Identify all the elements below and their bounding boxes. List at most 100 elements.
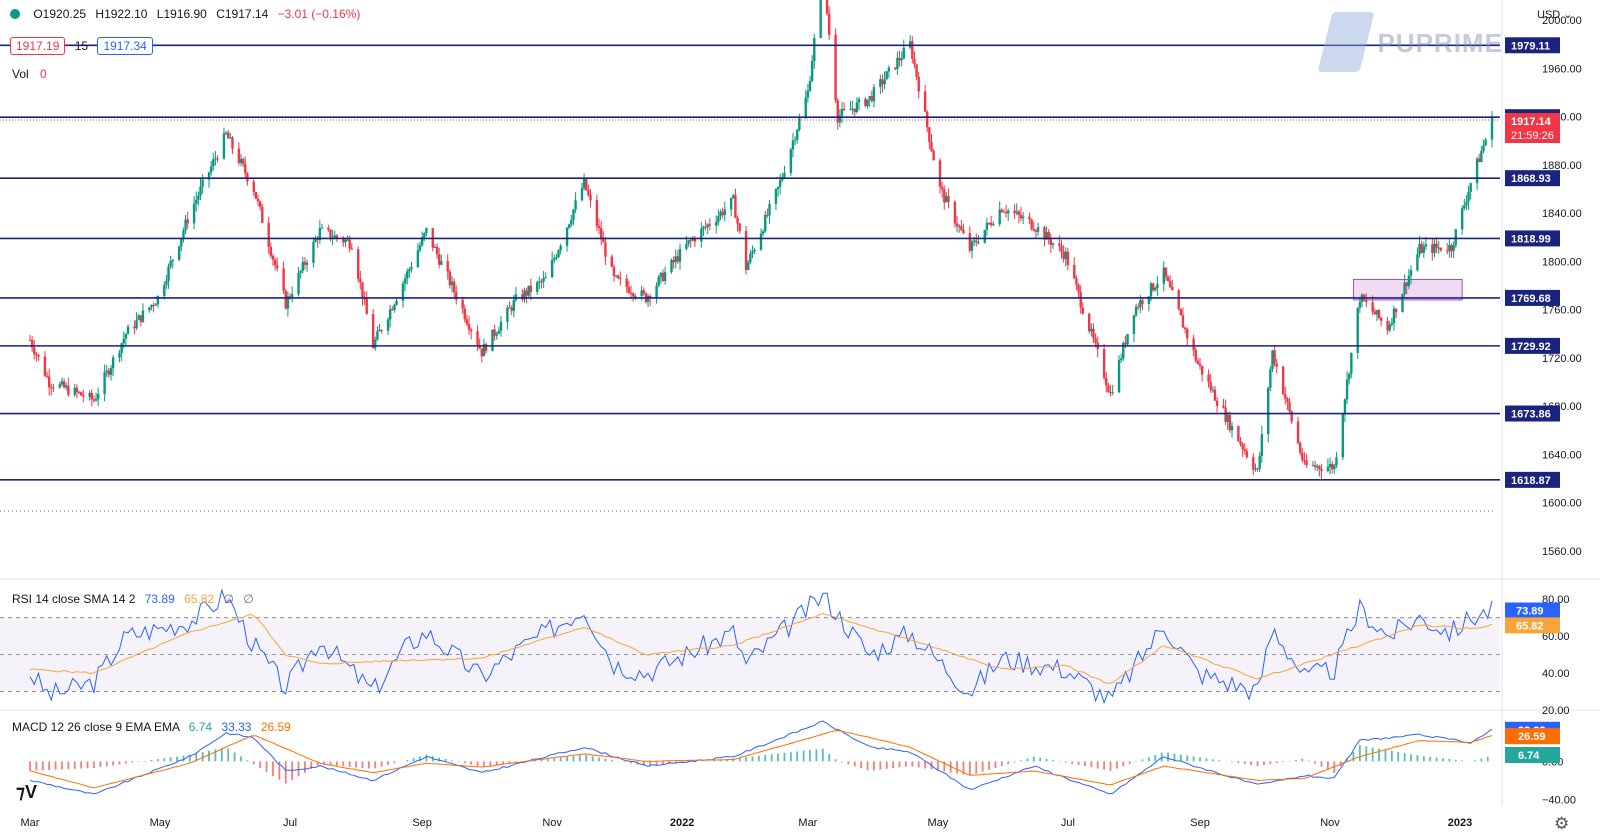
candle-body <box>962 230 965 234</box>
candle-body <box>222 133 226 159</box>
macd-histogram-bar <box>125 761 127 764</box>
macd-histogram-bar <box>259 761 262 769</box>
level-tag-bg <box>1505 337 1560 354</box>
gear-icon[interactable]: ⚙ <box>1554 814 1570 833</box>
candle-body <box>1475 158 1479 184</box>
macd-histogram-bar <box>559 757 562 762</box>
candle-body <box>440 261 443 265</box>
candle-body <box>1092 328 1095 339</box>
macd-histogram-bar <box>220 748 223 762</box>
macd-histogram-bar <box>1141 759 1144 762</box>
macd-histogram-bar <box>1454 759 1457 762</box>
candle-body <box>1452 245 1455 252</box>
candle-body <box>303 261 307 265</box>
candle-body <box>156 296 160 305</box>
candle-body <box>1420 244 1423 253</box>
tradingview-logo-icon <box>10 9 20 19</box>
macd-histogram-bar <box>809 750 811 762</box>
candle-body <box>768 203 771 216</box>
macd-histogram-bar <box>936 761 939 771</box>
macd-histogram-bar <box>1442 758 1444 762</box>
currency-selector[interactable]: USD ⌄ <box>1537 8 1573 21</box>
macd-histogram-bar <box>1173 753 1176 762</box>
candle-body <box>216 158 219 160</box>
candle-body <box>1102 349 1106 378</box>
macd-histogram-bar <box>233 752 236 762</box>
macd-histogram-bar <box>1077 761 1080 765</box>
rsi-ma-value: 65.82 <box>184 592 215 606</box>
candle-body <box>1079 291 1082 308</box>
candle-body <box>1478 158 1481 162</box>
candle-body <box>418 245 422 251</box>
candle-body <box>646 296 650 303</box>
candle-body <box>1267 387 1270 435</box>
time-tick-label: Jul <box>1061 817 1075 829</box>
candle-body <box>1375 310 1379 315</box>
candle-body <box>717 216 720 222</box>
candle-body <box>388 309 392 320</box>
candle-body <box>237 148 241 163</box>
price-tick-label: 1960.00 <box>1542 63 1582 75</box>
candle-body <box>789 149 793 174</box>
macd-histogram-bar <box>1307 760 1310 762</box>
level-tag-text: 1618.87 <box>1511 475 1551 487</box>
candle-body <box>574 200 577 210</box>
macd-histogram-bar <box>860 761 863 769</box>
macd-histogram-bar <box>1243 761 1246 765</box>
macd-histogram-bar <box>438 757 441 762</box>
candle-body <box>1348 373 1351 380</box>
candle-body <box>838 115 842 123</box>
candle-body <box>1119 358 1123 361</box>
candle-body <box>602 239 605 243</box>
candle-body <box>1075 278 1078 285</box>
macd-histogram-bar <box>1397 751 1400 762</box>
macd-histogram-bar <box>470 761 473 765</box>
level-tag-text: 1769.68 <box>1511 293 1551 305</box>
macd-histogram-bar <box>105 761 108 767</box>
candle-body <box>1290 411 1293 422</box>
sell-price-button[interactable]: 1917.19 <box>10 37 66 55</box>
candle-body <box>738 223 741 232</box>
macd-title: MACD 12 26 close 9 EMA EMA <box>12 720 180 734</box>
candle-body <box>766 214 769 216</box>
candle-body <box>691 238 695 241</box>
candle-body <box>423 233 426 238</box>
candle-body <box>446 261 449 272</box>
candle-body <box>269 246 273 256</box>
macd-histogram-bar <box>54 761 57 770</box>
macd-histogram-bar <box>1020 760 1022 762</box>
macd-histogram-bar <box>1160 752 1163 762</box>
candle-body <box>282 268 285 291</box>
macd-histogram-bar <box>713 760 716 762</box>
candle-body <box>1252 457 1255 470</box>
candle-body <box>184 219 187 231</box>
tradingview-watermark-icon: ⁊V <box>16 782 37 802</box>
candle-body <box>642 290 645 294</box>
time-tick-label: Jul <box>283 817 297 829</box>
candle-body <box>297 272 300 295</box>
macd-histogram-bar <box>540 759 543 762</box>
candle-body <box>808 80 812 91</box>
candle-body <box>1156 283 1159 288</box>
candle-body <box>271 255 275 260</box>
buy-price-button[interactable]: 1917.34 <box>97 37 153 55</box>
macd-histogram-bar <box>815 749 818 762</box>
candle-body <box>676 256 680 262</box>
candle-body <box>992 224 995 226</box>
candle-body <box>316 238 319 241</box>
candle-body <box>955 223 959 227</box>
candle-body <box>1343 399 1347 415</box>
candle-body <box>657 276 660 286</box>
candle-body <box>73 387 76 395</box>
candle-body <box>1437 247 1440 249</box>
candle-body <box>527 285 530 296</box>
macd-histogram-bar <box>649 761 652 766</box>
macd-histogram-bar <box>367 761 370 769</box>
brand-watermark: PUPRIME <box>1317 12 1503 72</box>
candle-body <box>1073 264 1076 279</box>
candle-body <box>989 222 993 225</box>
candle-body <box>169 261 172 267</box>
candle-body <box>126 326 130 335</box>
candle-body <box>452 281 456 293</box>
